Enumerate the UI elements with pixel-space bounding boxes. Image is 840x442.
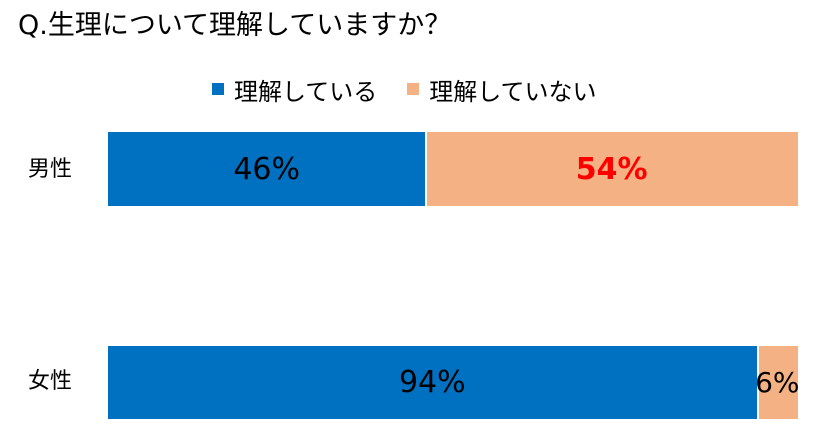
legend-swatch-understand (212, 83, 224, 95)
chart-title: Q.生理について理解していますか？ (18, 10, 452, 41)
legend-swatch-not-understand (407, 83, 420, 95)
bar-female-understand (108, 346, 757, 419)
legend-item-understand: 理解している (212, 72, 377, 107)
category-label-male: 男性 (28, 157, 73, 182)
legend-item-not-understand: 理解していない (407, 72, 597, 107)
category-label-female: 女性 (28, 369, 73, 394)
legend-label-not-understand: 理解していない (429, 77, 597, 106)
chart-legend: 理解している 理解していない (212, 72, 627, 106)
bar-male-understand (108, 132, 426, 206)
legend-label-understand: 理解している (234, 77, 378, 106)
bar-male-not-understand (425, 132, 798, 206)
bar-female-not-understand (756, 346, 798, 419)
